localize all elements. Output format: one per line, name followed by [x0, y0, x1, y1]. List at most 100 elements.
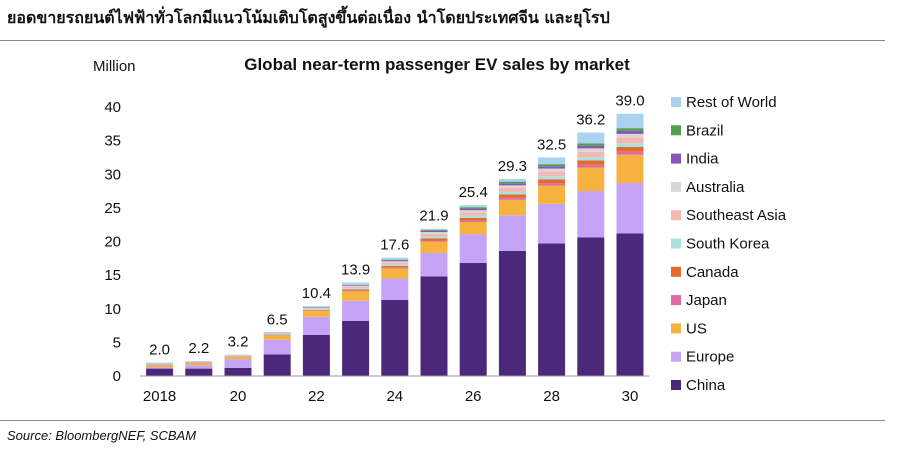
bar-segment-australia	[538, 168, 566, 172]
bar-segment-japan	[498, 197, 526, 200]
bar-segment-us	[577, 167, 605, 192]
bar-segment-china	[538, 243, 566, 376]
legend-label: Brazil	[686, 122, 724, 139]
bar-segment-southeast-asia	[538, 171, 566, 177]
bar-segment-canada	[498, 194, 526, 198]
bar-segment-rest-of-world	[577, 132, 605, 144]
bar-segment-rest-of-world	[498, 178, 526, 182]
bar-segment-india	[538, 166, 566, 169]
y-axis: 0 5 10 15 20 25 30 35 40	[104, 99, 121, 385]
total-label: 3.2	[228, 333, 249, 350]
y-tick-label: 35	[104, 133, 121, 150]
total-label: 25.4	[459, 184, 488, 201]
total-label: 36.2	[576, 112, 605, 129]
legend-label: Europe	[686, 349, 734, 366]
y-axis-unit-label: Million	[93, 58, 136, 75]
bar-segment-india	[616, 130, 644, 134]
legend-label: Australia	[686, 179, 745, 196]
legend-label: Japan	[686, 292, 727, 309]
legend-label: South Korea	[686, 236, 770, 253]
bar-segment-china	[263, 354, 291, 376]
bar-segment-canada	[381, 266, 409, 268]
bar-segment-china	[185, 368, 213, 376]
bar-segment-us	[185, 363, 213, 366]
bar-segment-europe	[538, 203, 566, 244]
legend-swatch	[671, 181, 681, 192]
bar-segment-europe	[224, 359, 252, 368]
bar-segment-brazil	[577, 143, 605, 146]
legend-label: Rest of World	[686, 94, 777, 111]
x-tick-label: 20	[230, 388, 247, 405]
chart-title: Global near-term passenger EV sales by m…	[244, 55, 630, 74]
legend-swatch	[671, 266, 681, 277]
bar-segment-australia	[381, 261, 409, 263]
bar-segment-brazil	[498, 181, 526, 184]
bar-segment-south-korea	[420, 236, 448, 239]
bar-segment-china	[577, 237, 605, 376]
bar-segment-india	[420, 230, 448, 233]
bar-segment-china	[616, 233, 644, 376]
bar-segment-japan	[538, 183, 566, 186]
bar-segment-europe	[498, 215, 526, 251]
total-label: 10.4	[302, 285, 331, 302]
x-tick-label: 2018	[143, 388, 176, 405]
bar-segment-rest-of-world	[459, 205, 487, 208]
bar-segment-india	[498, 183, 526, 186]
bar-segment-japan	[577, 164, 605, 168]
bar-segment-canada	[302, 309, 330, 311]
bar-segment-southeast-asia	[342, 286, 370, 289]
bar-segment-south-korea	[342, 288, 370, 290]
legend: Rest of World Brazil India Australia Southea…	[671, 94, 787, 394]
bar-segment-brazil	[459, 207, 487, 209]
bar-segment-us	[459, 221, 487, 235]
legend-swatch	[671, 153, 681, 164]
total-label: 29.3	[498, 158, 527, 175]
y-tick-label: 10	[104, 301, 121, 318]
bar-segment-canada	[263, 334, 291, 336]
total-label: 32.5	[537, 136, 566, 153]
bar-segment-india	[381, 260, 409, 262]
legend-swatch	[671, 97, 681, 107]
bar-segment-south-korea	[538, 176, 566, 180]
bar-segment-rest-of-world	[616, 113, 644, 129]
bar-segment-china	[459, 263, 487, 376]
legend-label: US	[686, 320, 707, 337]
bar-segment-europe	[263, 339, 291, 355]
bar-segment-australia	[342, 285, 370, 287]
bar-segment-southeast-asia	[420, 233, 448, 237]
bar-segment-us	[263, 335, 291, 340]
total-label: 6.5	[267, 311, 288, 328]
bar-segment-rest-of-world	[146, 362, 174, 364]
bar-segment-europe	[616, 182, 644, 234]
legend-swatch	[671, 351, 681, 362]
header-title: ยอดขายรถยนต์ไฟฟ้าทั่วโลกมีแนวโน้มเติบโตส…	[7, 8, 610, 27]
bottom-divider	[0, 420, 885, 421]
bar-area: 2.0 2.2 3.2 6.5 10.4 13.9 17.6 21.9 25.4 29.3 32.5…	[146, 93, 645, 376]
bar-segment-china	[224, 367, 252, 376]
bar-segment-canada	[577, 160, 605, 165]
bar-segment-rest-of-world	[420, 228, 448, 230]
bar-segment-australia	[459, 210, 487, 213]
y-tick-label: 25	[104, 200, 121, 217]
bar-segment-china	[342, 320, 370, 376]
bar-segment-europe	[381, 278, 409, 301]
bar-segment-japan	[616, 151, 644, 155]
bar-segment-japan	[420, 240, 448, 242]
x-axis: 2018 20 22 24 26 28 30	[140, 375, 650, 405]
bar-segment-china	[420, 276, 448, 376]
bar-segment-south-korea	[459, 215, 487, 218]
bar-segment-europe	[302, 316, 330, 335]
y-tick-label: 30	[104, 166, 121, 183]
bar-segment-china	[381, 300, 409, 376]
y-tick-label: 15	[104, 267, 121, 284]
bar-segment-rest-of-world	[381, 257, 409, 260]
bar-segment-europe	[459, 234, 487, 264]
bar-segment-australia	[616, 133, 644, 138]
bar-segment-us	[381, 268, 409, 279]
bar-segment-south-korea	[302, 309, 330, 310]
bar-segment-rest-of-world	[263, 331, 291, 334]
total-label: 2.0	[149, 342, 170, 359]
bar-segment-australia	[577, 148, 605, 152]
legend-label: India	[686, 151, 719, 168]
legend-label: China	[686, 377, 726, 394]
